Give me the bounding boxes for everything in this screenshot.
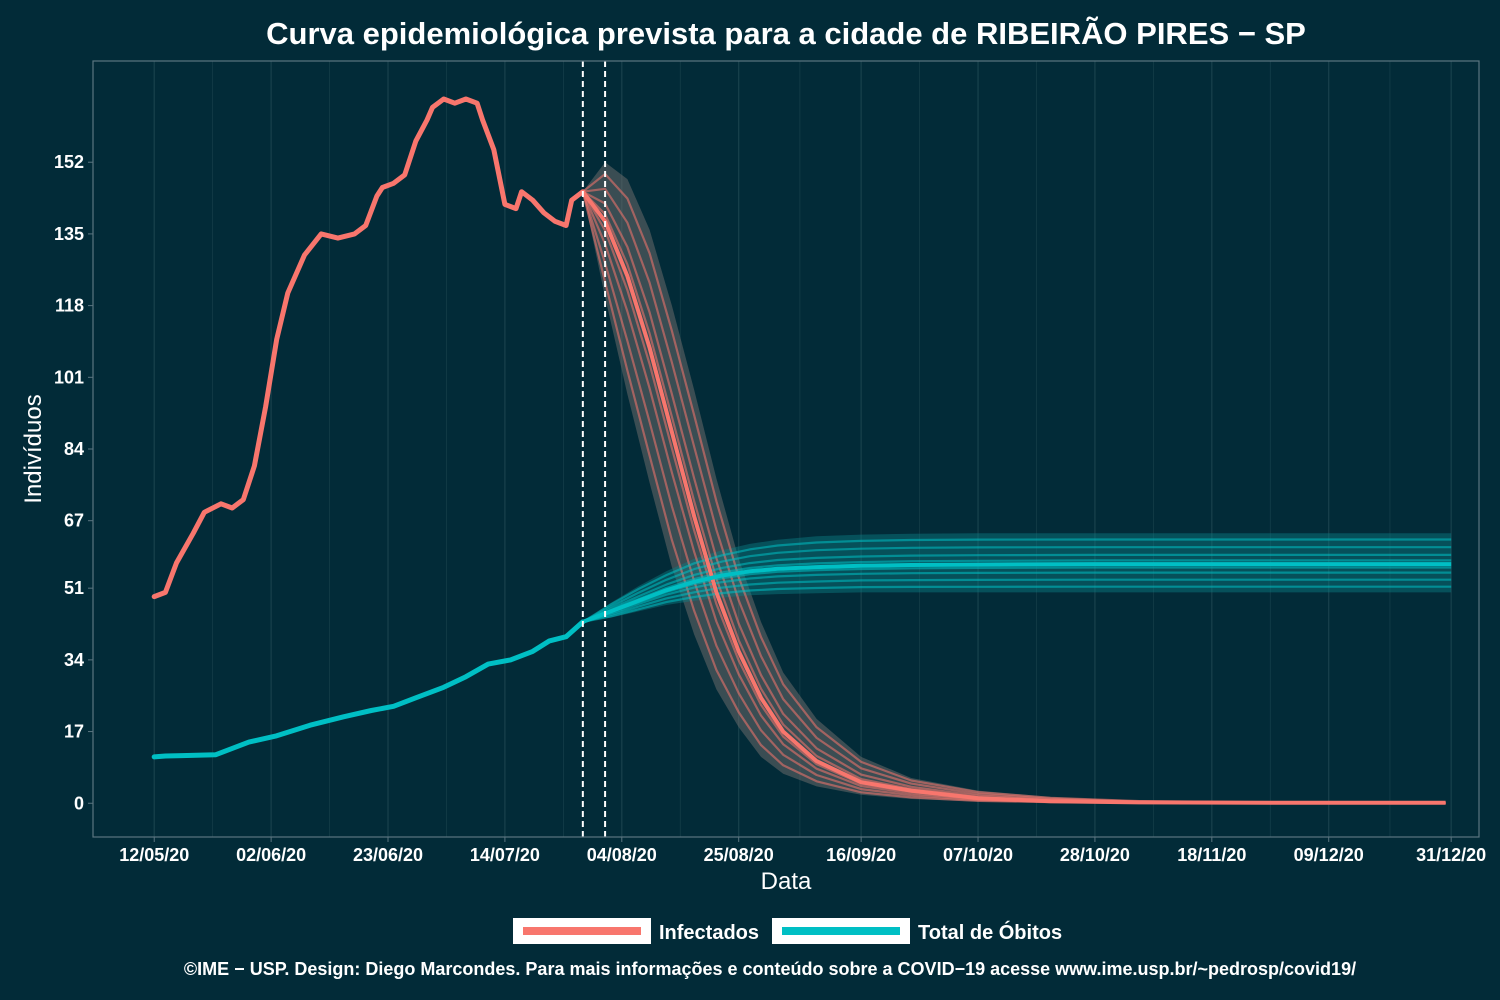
footer-credit: ©IME − USP. Design: Diego Marcondes. Par… <box>184 959 1356 979</box>
x-tick-label: 14/07/20 <box>470 845 540 865</box>
infected-trajectory <box>582 172 1446 804</box>
series-layer <box>151 96 1452 805</box>
deaths-trajectory <box>582 578 1452 623</box>
x-tick-label: 09/12/20 <box>1294 845 1364 865</box>
legend-label-infected: Infectados <box>659 922 759 944</box>
y-tick-label: 51 <box>64 578 84 598</box>
x-tick-label: 28/10/20 <box>1060 845 1130 865</box>
x-tick-label: 07/10/20 <box>943 845 1013 865</box>
x-tick-label: 25/08/20 <box>704 845 774 865</box>
y-axis-title: Indivíduos <box>20 394 47 503</box>
x-tick-label: 16/09/20 <box>826 845 896 865</box>
x-tick-label: 31/12/20 <box>1416 845 1486 865</box>
legend-label-deaths: Total de Óbitos <box>918 920 1062 944</box>
infected-projection-line <box>581 190 1446 805</box>
y-tick-label: 135 <box>54 224 84 244</box>
infected-observed-line <box>151 96 586 600</box>
legend: Infectados Total de Óbitos <box>513 918 1062 944</box>
x-tick-label: 04/08/20 <box>587 845 657 865</box>
deaths-observed-line <box>151 619 586 760</box>
y-axis-ticks: 0 17 34 51 67 84 101 118 135 152 <box>54 152 93 813</box>
y-tick-label: 101 <box>54 367 84 387</box>
y-tick-label: 84 <box>64 439 84 459</box>
deaths-trajectory <box>582 546 1452 623</box>
x-tick-label: 12/05/20 <box>119 845 189 865</box>
y-tick-label: 152 <box>54 152 84 172</box>
chart-title: Curva epidemiológica prevista para a cid… <box>266 16 1306 51</box>
x-axis-title: Data <box>761 868 812 895</box>
x-tick-label: 23/06/20 <box>353 845 423 865</box>
y-tick-label: 34 <box>64 650 84 670</box>
deaths-projection-line <box>582 562 1452 624</box>
y-tick-label: 0 <box>74 793 84 813</box>
y-tick-label: 17 <box>64 722 84 742</box>
y-tick-label: 118 <box>55 296 84 316</box>
x-tick-label: 18/11/20 <box>1177 845 1246 865</box>
deaths-trajectory <box>582 571 1452 623</box>
y-tick-label: 67 <box>64 511 84 531</box>
x-axis-ticks: 12/05/20 02/06/20 23/06/20 14/07/20 04/08/20… <box>119 837 1486 865</box>
deaths-trajectory <box>582 553 1452 623</box>
x-tick-label: 02/06/20 <box>236 845 306 865</box>
deaths-trajectory <box>582 538 1452 623</box>
deaths-trajectory <box>582 585 1452 623</box>
